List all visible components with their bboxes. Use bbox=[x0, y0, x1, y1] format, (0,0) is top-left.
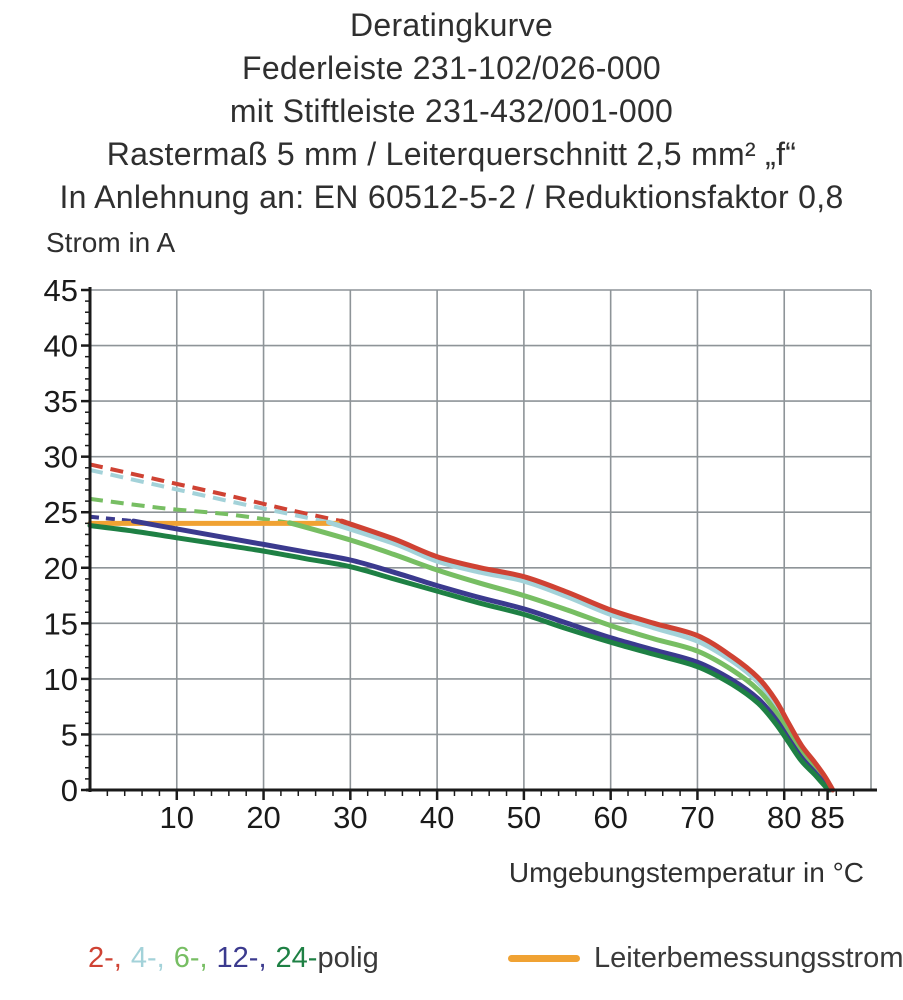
rated-current-line-swatch bbox=[508, 955, 580, 962]
chart-title-block: Deratingkurve Federleiste 231-102/026-00… bbox=[0, 4, 903, 219]
rated-current-label: Leiterbemessungsstrom bbox=[594, 942, 903, 974]
series-2-polig-dashed bbox=[89, 462, 343, 524]
y-tick-label-5: 5 bbox=[61, 717, 78, 752]
title-line-5: In Anlehnung an: EN 60512-5-2 / Reduktio… bbox=[59, 179, 844, 215]
legend-pole-4: 4-, bbox=[130, 942, 165, 974]
x-tick-label-30: 30 bbox=[333, 800, 367, 835]
y-tick-label-40: 40 bbox=[44, 329, 78, 364]
y-tick-label-20: 20 bbox=[44, 551, 78, 586]
y-tick-label-35: 35 bbox=[44, 384, 78, 419]
series-4-polig-dashed bbox=[89, 468, 329, 525]
tick-labels: 0 5 10 15 20 25 30 35 40 45 10 20 30 40 50 60 70 80 85 bbox=[44, 273, 845, 835]
title-line-1: Deratingkurve bbox=[349, 7, 554, 43]
y-tick-label-0: 0 bbox=[61, 773, 78, 808]
series-6-polig-dashed bbox=[89, 496, 290, 525]
x-tick-label-85: 85 bbox=[810, 800, 844, 835]
y-tick-label-25: 25 bbox=[44, 495, 78, 530]
axis-ticks bbox=[81, 288, 855, 800]
x-tick-label-10: 10 bbox=[160, 800, 194, 835]
title-line-3: mit Stiftleiste 231-432/001-000 bbox=[229, 93, 674, 129]
y-tick-label-10: 10 bbox=[44, 662, 78, 697]
series-12-polig-dashed bbox=[89, 514, 134, 524]
x-tick-label-20: 20 bbox=[246, 800, 280, 835]
poles-legend: 2-, 4-, 6-, 12-, 24-polig bbox=[88, 942, 379, 975]
legend-pole-6: 6-, bbox=[173, 942, 208, 974]
axes bbox=[86, 287, 877, 792]
x-tick-label-50: 50 bbox=[507, 800, 541, 835]
series-4-polig-solid bbox=[326, 519, 834, 793]
y-tick-label-45: 45 bbox=[44, 273, 78, 308]
x-tick-label-70: 70 bbox=[680, 800, 714, 835]
legend-pole-2: 2-, bbox=[88, 942, 122, 974]
x-tick-label-40: 40 bbox=[420, 800, 454, 835]
series-24-polig-solid bbox=[87, 523, 831, 793]
legend-pole-12: 12-, bbox=[216, 942, 267, 974]
series-6-polig-solid bbox=[287, 520, 833, 793]
x-tick-label-60: 60 bbox=[593, 800, 627, 835]
y-tick-label-15: 15 bbox=[44, 606, 78, 641]
y-tick-label-30: 30 bbox=[44, 440, 78, 475]
title-line-2: Federleiste 231-102/026-000 bbox=[241, 50, 662, 86]
title-line-4: Rastermaß 5 mm / Leiterquerschnitt 2,5 m… bbox=[106, 136, 797, 172]
series-2-polig-solid bbox=[339, 518, 836, 793]
x-axis-title: Umgebungstemperatur in °C bbox=[509, 857, 864, 888]
rated-current-legend: Leiterbemessungsstrom bbox=[508, 942, 903, 975]
x-tick-label-80: 80 bbox=[767, 800, 801, 835]
legend-pole-suffix: polig bbox=[317, 942, 379, 974]
y-axis-title: Strom in A bbox=[46, 227, 175, 258]
legend-pole-24: 24- bbox=[275, 942, 318, 974]
